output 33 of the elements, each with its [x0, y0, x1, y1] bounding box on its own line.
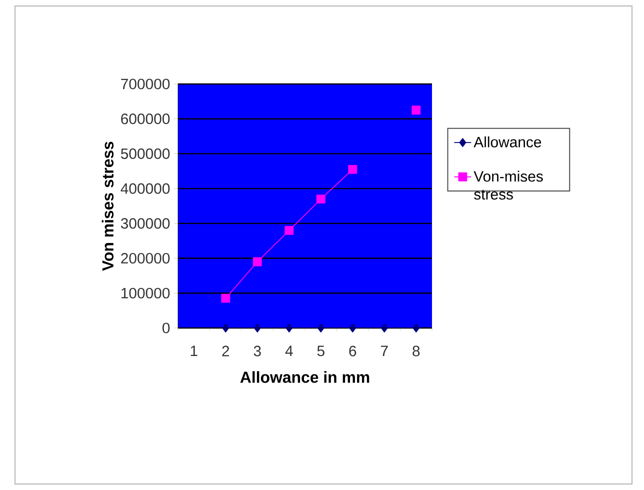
point [349, 324, 356, 332]
y-tick-label: 500000 [120, 148, 170, 159]
x-tick-label: 6 [349, 346, 356, 356]
y-tick-label: 300000 [120, 218, 170, 229]
point [221, 294, 230, 303]
point [380, 324, 388, 332]
legend-label: Von-mises stress [474, 170, 543, 200]
y-tick-label: 0 [162, 322, 170, 334]
x-tick-label: 2 [222, 346, 230, 356]
point [284, 226, 294, 235]
point [222, 324, 230, 332]
y-tick-label: 200000 [121, 252, 170, 264]
point [286, 324, 293, 332]
x-tick-label: 4 [285, 346, 293, 356]
point [252, 257, 262, 266]
x-tick-label: 7 [380, 346, 388, 356]
point [412, 106, 421, 115]
x-axis-title: Allowance in mm [240, 371, 370, 383]
point [412, 324, 420, 332]
x-tick-label: 3 [254, 346, 261, 356]
point [348, 164, 358, 174]
point [316, 194, 326, 204]
x-tick-label: 1 [190, 346, 198, 356]
point [317, 324, 324, 332]
y-tick-label: 100000 [122, 288, 170, 298]
y-tick-label: 400000 [120, 183, 170, 194]
y-tick-label: 700000 [121, 78, 170, 90]
y-tick-label: 600000 [121, 114, 170, 124]
x-tick-label: 8 [412, 346, 420, 356]
legend-label: Allowance [474, 136, 542, 148]
x-tick-label: 5 [317, 346, 324, 356]
point [254, 324, 261, 332]
y-axis-title: Von mises stress [102, 142, 114, 271]
